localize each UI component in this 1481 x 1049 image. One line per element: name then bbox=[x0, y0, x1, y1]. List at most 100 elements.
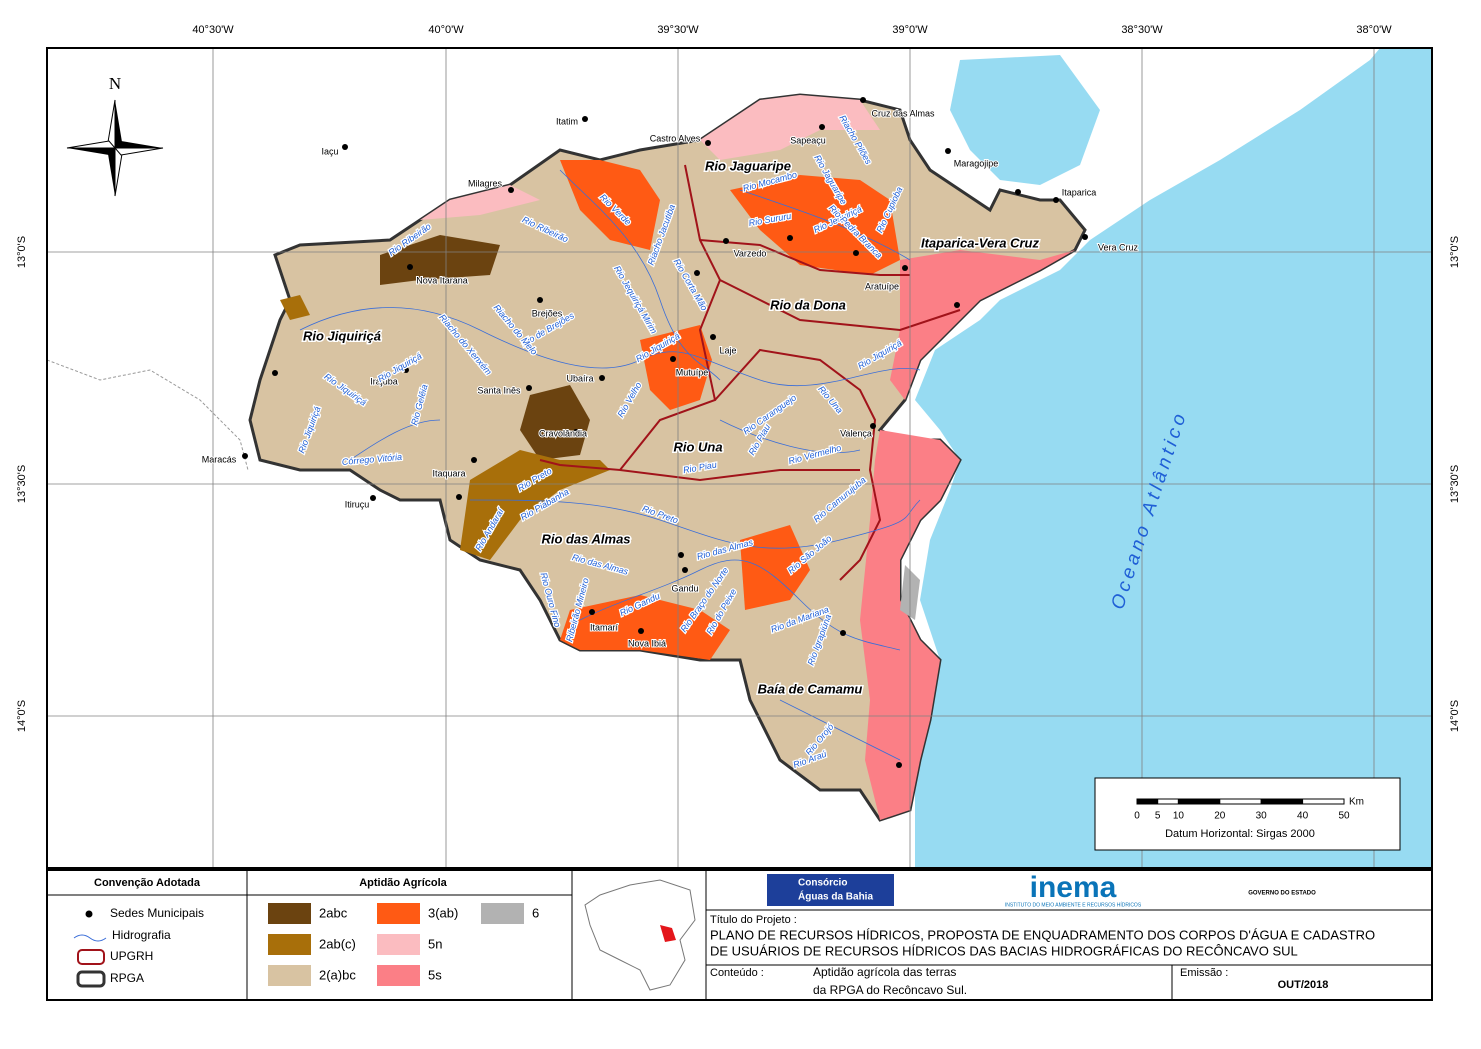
scale-segment bbox=[1157, 798, 1179, 805]
legend-item: RPGA bbox=[110, 971, 144, 985]
aptitude-legend: 2abc 2ab(c) 2(a)bc 3(ab) 5n 5s 6 bbox=[268, 903, 539, 986]
town-dot bbox=[945, 148, 951, 154]
legend-upgrh-symbol bbox=[77, 949, 105, 965]
legend-item: 3(ab) bbox=[428, 905, 458, 920]
town-label: Santa Inês bbox=[477, 385, 521, 395]
town-dot bbox=[242, 453, 248, 459]
town-dot bbox=[456, 494, 462, 500]
north-label: N bbox=[109, 74, 121, 93]
bay bbox=[950, 55, 1100, 185]
town-dot bbox=[1082, 234, 1088, 240]
lat-label: 13°0'S bbox=[16, 236, 28, 268]
convention-legend: Sedes Municipais Hidrografia UPGRH RPGA bbox=[110, 906, 204, 985]
graticule bbox=[47, 48, 1432, 868]
town-label: Itatim bbox=[556, 116, 578, 126]
town-dot bbox=[694, 270, 700, 276]
town-dot bbox=[870, 423, 876, 429]
town-dot bbox=[573, 429, 579, 435]
area-5n bbox=[700, 95, 880, 160]
content: Aptidão agrícola das terras bbox=[813, 965, 956, 979]
town-label: Vera Cruz bbox=[1098, 242, 1139, 252]
town-label: Irajuba bbox=[370, 376, 398, 386]
region-label: Baía de Camamu bbox=[758, 681, 863, 696]
legend-dot-symbol bbox=[85, 910, 93, 918]
scale-bar: 0 5 10 20 30 40 50 Km bbox=[1134, 797, 1364, 822]
town-label: Laje bbox=[719, 345, 736, 355]
scale-segment bbox=[1219, 798, 1262, 805]
logo-text: Consórcio bbox=[798, 878, 847, 889]
town-dot bbox=[840, 630, 846, 636]
upgrh-boundaries bbox=[539, 164, 961, 581]
lon-label: 39°0'W bbox=[892, 24, 928, 36]
town-label: Itiruçu bbox=[345, 499, 370, 509]
town-label: Cravolândia bbox=[539, 428, 587, 438]
label: Título do Projeto : bbox=[710, 914, 797, 926]
town-label: Aratuípe bbox=[865, 281, 899, 291]
logo-governo: GOVERNO DO ESTADO bbox=[1248, 891, 1316, 897]
town-label: Cruz das Almas bbox=[871, 108, 935, 118]
logo-inema-sub: INSTITUTO DO MEIO AMBIENTE E RECURSOS HÍ… bbox=[1005, 901, 1142, 908]
town-dot bbox=[705, 140, 711, 146]
legend-swatch bbox=[268, 934, 311, 955]
town-dot bbox=[896, 762, 902, 768]
legend-item: UPGRH bbox=[110, 949, 153, 963]
scale-box bbox=[1094, 777, 1401, 851]
town-dot bbox=[723, 238, 729, 244]
town-label: Itaparica bbox=[1062, 187, 1097, 197]
town-label: Maracás bbox=[202, 454, 237, 464]
town-dot bbox=[819, 124, 825, 130]
issue-date: OUT/2018 bbox=[1278, 979, 1329, 991]
town-dot bbox=[582, 116, 588, 122]
lat-label: 14°0'S bbox=[16, 700, 28, 732]
town-dot bbox=[1053, 197, 1059, 203]
lon-label: 38°30'W bbox=[1121, 24, 1163, 36]
logo-text: Águas da Bahia bbox=[798, 890, 873, 903]
area-2abc bbox=[380, 235, 500, 285]
scale-tick-label: 40 bbox=[1297, 811, 1309, 822]
scale-tick-label: 5 bbox=[1155, 811, 1161, 822]
scale-tick-label: 50 bbox=[1338, 811, 1350, 822]
legend-swatch bbox=[377, 965, 420, 986]
town-dot bbox=[670, 356, 676, 362]
town-dot bbox=[599, 375, 605, 381]
town-dot bbox=[589, 609, 595, 615]
region-label: Rio das Almas bbox=[541, 531, 630, 546]
project-title: DE USUÁRIOS DE RECURSOS HÍDRICOS DAS BAC… bbox=[710, 943, 1298, 958]
legend-item: 5n bbox=[428, 936, 442, 951]
town-label: Valença bbox=[840, 428, 872, 438]
town-dot bbox=[471, 457, 477, 463]
town-label: Milagres bbox=[468, 178, 503, 188]
town-label: Brejões bbox=[532, 308, 563, 318]
project-title: PLANO DE RECURSOS HÍDRICOS, PROPOSTA DE … bbox=[710, 927, 1375, 942]
area-5n bbox=[420, 185, 540, 220]
town-label: Ubaíra bbox=[566, 373, 593, 383]
area-2abc bbox=[520, 385, 590, 460]
scale-segment bbox=[1136, 798, 1159, 805]
town-label: Mutuípe bbox=[676, 367, 709, 377]
town-dot bbox=[902, 265, 908, 271]
legend-swatch bbox=[268, 965, 311, 986]
lat-label: 13°30'S bbox=[16, 465, 28, 503]
scale-tick-label: 30 bbox=[1256, 811, 1268, 822]
area-2abc-c bbox=[280, 295, 310, 320]
legend-item: 2(a)bc bbox=[319, 967, 356, 982]
inset-map bbox=[584, 879, 696, 991]
town-dot bbox=[526, 385, 532, 391]
lon-label: 39°30'W bbox=[657, 24, 699, 36]
legend-title: Convenção Adotada bbox=[94, 877, 201, 889]
label: Conteúdo : bbox=[710, 967, 764, 979]
scale-tick-label: 10 bbox=[1173, 811, 1185, 822]
scale-segment bbox=[1302, 798, 1345, 805]
legend-swatch bbox=[481, 903, 524, 924]
region-label: Rio Jiquiriçá bbox=[303, 328, 381, 343]
town-label: Iaçu bbox=[321, 146, 338, 156]
datum: Datum Horizontal: Sirgas 2000 bbox=[1165, 828, 1315, 840]
lat-label: 14°0'S bbox=[1449, 700, 1461, 732]
scale-unit: Km bbox=[1349, 797, 1364, 808]
map-frame bbox=[46, 47, 1433, 869]
town-dot bbox=[710, 334, 716, 340]
north-arrow: N bbox=[66, 74, 164, 197]
area-3ab bbox=[640, 325, 712, 410]
town-label: Gandu bbox=[671, 583, 698, 593]
ocean bbox=[915, 48, 1432, 868]
